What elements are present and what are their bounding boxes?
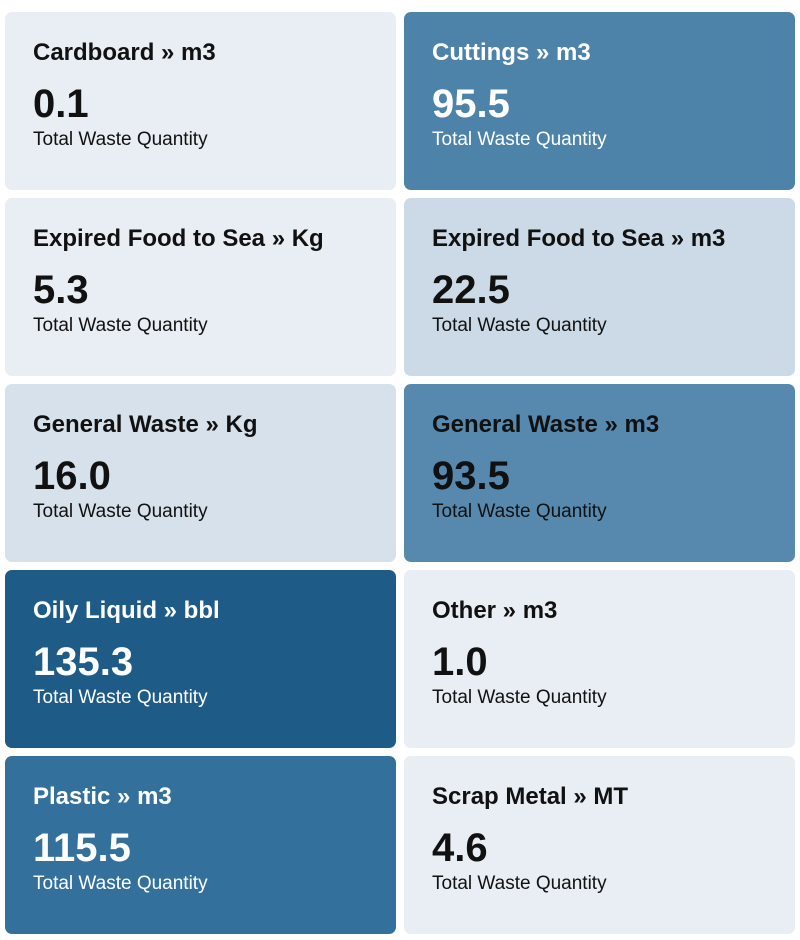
tile-caption: Total Waste Quantity <box>33 315 208 336</box>
tile-caption: Total Waste Quantity <box>33 129 208 150</box>
tile-value: 5.3 <box>33 268 89 312</box>
waste-tile-plastic-m3[interactable]: Plastic » m3 115.5 Total Waste Quantity <box>5 756 396 934</box>
tile-caption: Total Waste Quantity <box>432 315 607 336</box>
tile-title: Cuttings » m3 <box>432 39 591 66</box>
tile-title: General Waste » m3 <box>432 411 660 438</box>
tile-title: General Waste » Kg <box>33 411 258 438</box>
tile-title: Cardboard » m3 <box>33 39 216 66</box>
tile-title: Oily Liquid » bbl <box>33 597 220 624</box>
tile-value: 115.5 <box>33 826 131 870</box>
waste-tile-other-m3[interactable]: Other » m3 1.0 Total Waste Quantity <box>404 570 795 748</box>
tile-value: 1.0 <box>432 640 488 684</box>
tile-caption: Total Waste Quantity <box>432 129 607 150</box>
waste-tile-scrap-metal-mt[interactable]: Scrap Metal » MT 4.6 Total Waste Quantit… <box>404 756 795 934</box>
tile-caption: Total Waste Quantity <box>33 501 208 522</box>
waste-tile-expired-food-m3[interactable]: Expired Food to Sea » m3 22.5 Total Wast… <box>404 198 795 376</box>
tile-caption: Total Waste Quantity <box>33 873 208 894</box>
waste-tile-expired-food-kg[interactable]: Expired Food to Sea » Kg 5.3 Total Waste… <box>5 198 396 376</box>
tile-caption: Total Waste Quantity <box>432 873 607 894</box>
tile-value: 93.5 <box>432 454 510 498</box>
tile-title: Other » m3 <box>432 597 558 624</box>
tile-value: 95.5 <box>432 82 510 126</box>
waste-tile-oily-liquid-bbl[interactable]: Oily Liquid » bbl 135.3 Total Waste Quan… <box>5 570 396 748</box>
tile-title: Expired Food to Sea » m3 <box>432 225 726 252</box>
tile-value: 135.3 <box>33 640 134 684</box>
waste-tile-general-waste-kg[interactable]: General Waste » Kg 16.0 Total Waste Quan… <box>5 384 396 562</box>
tile-title: Scrap Metal » MT <box>432 783 629 810</box>
tile-value: 0.1 <box>33 82 89 126</box>
waste-tile-cuttings-m3[interactable]: Cuttings » m3 95.5 Total Waste Quantity <box>404 12 795 190</box>
waste-tile-cardboard-m3[interactable]: Cardboard » m3 0.1 Total Waste Quantity <box>5 12 396 190</box>
tile-title: Expired Food to Sea » Kg <box>33 225 324 252</box>
tile-caption: Total Waste Quantity <box>432 501 607 522</box>
waste-tile-general-waste-m3[interactable]: General Waste » m3 93.5 Total Waste Quan… <box>404 384 795 562</box>
tile-value: 4.6 <box>432 826 488 870</box>
tile-title: Plastic » m3 <box>33 783 172 810</box>
tile-caption: Total Waste Quantity <box>33 687 208 708</box>
tile-value: 22.5 <box>432 268 510 312</box>
tile-caption: Total Waste Quantity <box>432 687 607 708</box>
tile-value: 16.0 <box>33 454 111 498</box>
